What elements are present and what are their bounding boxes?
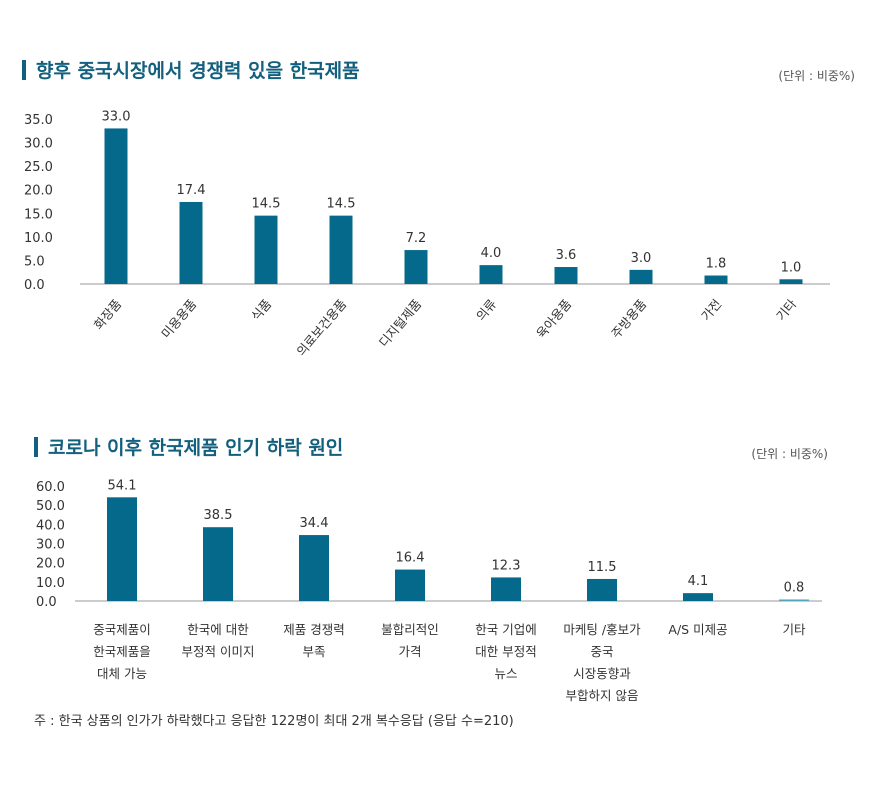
bar <box>629 269 653 284</box>
data-label: 7.2 <box>406 231 427 246</box>
title-marker-2 <box>34 437 38 457</box>
chart-2-title: 코로나 이후 한국제품 인기 하락 원인 <box>48 437 343 459</box>
data-label: 14.5 <box>327 197 356 212</box>
category-label: 불합리적인 <box>381 622 439 637</box>
bar <box>203 527 233 601</box>
chart-1: 0.0 5.0 10.0 15.0 20.0 25.0 30.0 35.0 33.0 화장품 17.… <box>24 109 830 359</box>
category-label: 식품 <box>248 296 274 323</box>
data-label: 3.6 <box>556 248 577 263</box>
chart-1-unit: (단위 : 비중%) <box>778 69 855 83</box>
y-tick-label: 15.0 <box>24 207 53 222</box>
bar <box>179 201 203 284</box>
category-label: 대한 부정적 <box>475 644 536 659</box>
data-label: 4.1 <box>688 574 709 589</box>
category-label: 디지털제품 <box>376 296 424 350</box>
category-label: 기타 <box>782 622 806 637</box>
y-tick-label: 0.0 <box>36 595 57 610</box>
category-label: 가격 <box>398 644 421 659</box>
category-label: 미용용품 <box>158 296 199 341</box>
category-label: 한국에 대한 <box>187 622 249 637</box>
y-tick-label: 50.0 <box>36 499 65 514</box>
bar <box>107 497 137 601</box>
category-label: 기타 <box>773 296 800 324</box>
data-label: 17.4 <box>177 183 206 198</box>
category-label: 가전 <box>698 296 724 323</box>
footnote: 주 : 한국 상품의 인가가 하락했다고 응답한 122명이 최대 2개 복수응… <box>34 713 514 729</box>
data-label: 11.5 <box>588 560 617 575</box>
bar <box>491 577 521 601</box>
bar <box>479 265 503 284</box>
bar <box>395 569 425 601</box>
y-tick-label: 10.0 <box>24 231 53 246</box>
bar <box>779 599 809 601</box>
bar <box>104 128 128 284</box>
bar <box>779 279 803 284</box>
data-label: 38.5 <box>204 508 233 523</box>
category-label: 마케팅 /홍보가 <box>563 622 641 637</box>
y-tick-label: 20.0 <box>36 557 65 572</box>
data-label: 4.0 <box>481 246 502 261</box>
bar <box>329 215 353 284</box>
category-label: 한국제품을 <box>93 644 151 659</box>
y-tick-label: 35.0 <box>24 113 53 128</box>
y-tick-label: 30.0 <box>36 538 65 553</box>
data-label: 0.8 <box>784 580 805 595</box>
category-label: 부합하지 않음 <box>566 688 639 703</box>
bar <box>254 215 278 284</box>
bar <box>704 275 728 284</box>
y-tick-label: 20.0 <box>24 184 53 199</box>
data-label: 1.0 <box>781 260 802 275</box>
category-label: 시장동향과 <box>573 666 631 681</box>
chart-2: 0.0 10.0 20.0 30.0 40.0 50.0 60.0 54.1 중국제품이한국제품… <box>36 478 822 703</box>
category-label: 화장품 <box>91 296 125 332</box>
category-label: 뉴스 <box>494 666 517 681</box>
bar <box>587 578 617 601</box>
category-label: 한국 기업에 <box>475 622 536 637</box>
y-tick-label: 0.0 <box>24 278 45 293</box>
data-label: 34.4 <box>300 516 329 531</box>
bar <box>299 535 329 601</box>
data-label: 54.1 <box>108 478 137 493</box>
chart-2-unit: (단위 : 비중%) <box>751 447 828 461</box>
category-label: 중국 <box>590 644 613 659</box>
bar <box>554 267 578 284</box>
category-label: 의료보건용품 <box>293 296 349 359</box>
category-label: 육아용품 <box>533 296 574 341</box>
data-label: 14.5 <box>252 197 281 212</box>
category-label: A/S 미제공 <box>668 622 727 637</box>
category-label: 주방용품 <box>608 296 649 341</box>
y-tick-label: 5.0 <box>24 254 45 269</box>
y-tick-label: 30.0 <box>24 137 53 152</box>
bar <box>404 250 428 284</box>
y-tick-label: 25.0 <box>24 160 53 175</box>
category-label: 의류 <box>473 296 499 323</box>
category-label: 부족 <box>302 644 325 659</box>
category-label: 부정적 이미지 <box>182 644 255 659</box>
y-tick-label: 40.0 <box>36 518 65 533</box>
y-tick-label: 60.0 <box>36 480 65 495</box>
data-label: 16.4 <box>396 551 425 566</box>
category-label: 제품 경쟁력 <box>283 622 344 637</box>
category-label: 중국제품이 <box>93 622 151 637</box>
bar <box>683 593 713 601</box>
data-label: 12.3 <box>492 558 521 573</box>
title-marker-1 <box>22 60 26 80</box>
chart-1-title: 향후 중국시장에서 경쟁력 있을 한국제품 <box>36 60 360 82</box>
data-label: 3.0 <box>631 251 652 266</box>
y-tick-label: 10.0 <box>36 576 65 591</box>
data-label: 1.8 <box>706 257 727 272</box>
data-label: 33.0 <box>102 109 131 124</box>
category-label: 대체 가능 <box>97 666 147 681</box>
